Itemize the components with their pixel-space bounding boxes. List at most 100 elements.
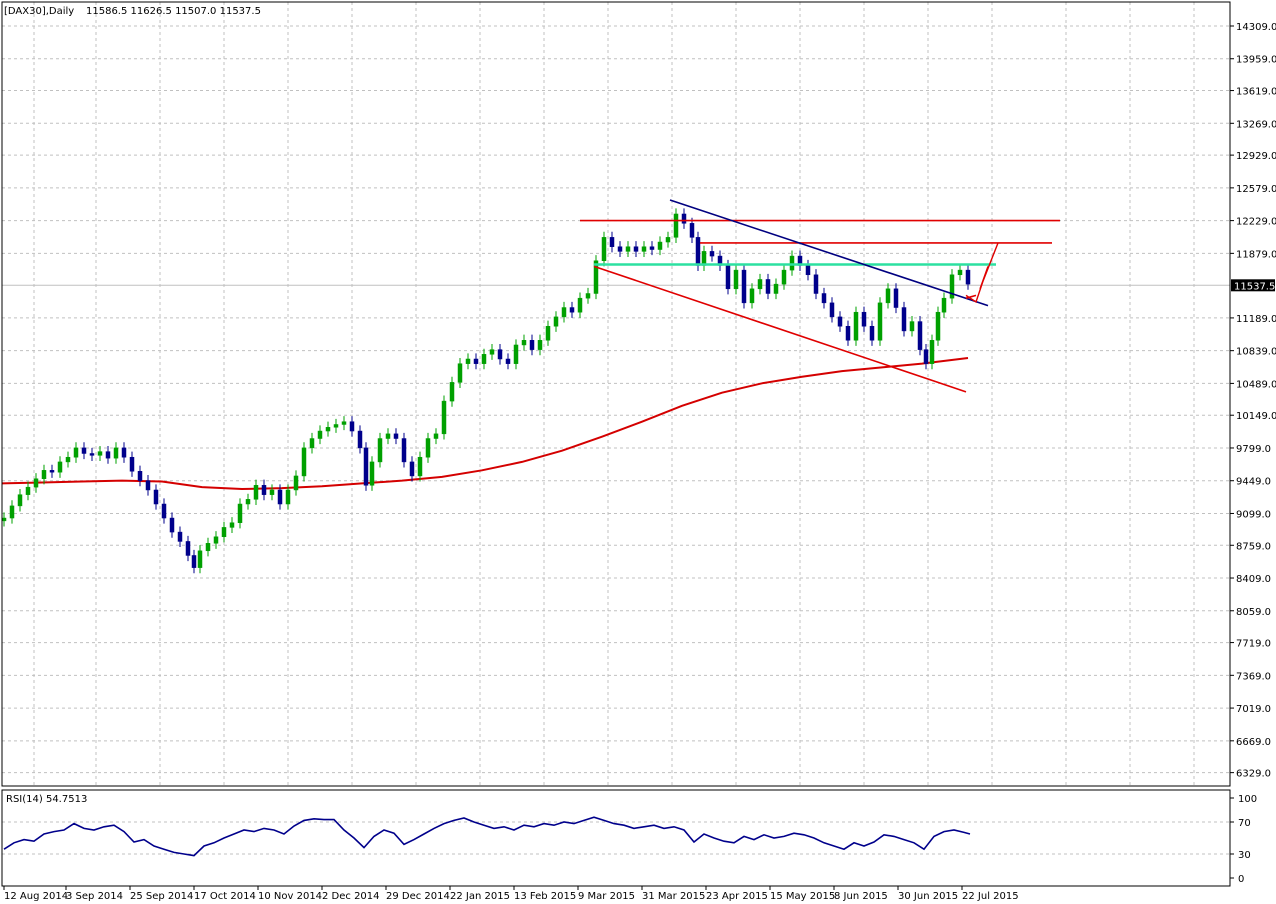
candle-body (909, 321, 915, 332)
candle-body (569, 307, 575, 313)
candle-body (481, 354, 487, 364)
candle-body (853, 311, 859, 341)
candle-body (89, 453, 95, 456)
candle-body (221, 527, 227, 538)
candle-body (521, 340, 527, 346)
candle-body (673, 213, 679, 238)
candle-body (561, 307, 567, 318)
candle-body (185, 541, 191, 556)
candle-body (145, 480, 151, 491)
y-tick-label: 12929.0 (1236, 151, 1276, 162)
candle-body (733, 269, 739, 290)
candle-body (901, 307, 907, 332)
candle-body (845, 325, 851, 341)
candle-body (861, 311, 867, 327)
trendline-red (965, 294, 977, 299)
candle-body (545, 325, 551, 341)
candle-body (665, 237, 671, 243)
rsi-layer (3, 816, 971, 857)
candle-body (433, 433, 439, 439)
candle-body (449, 382, 455, 402)
candle-body (877, 302, 883, 341)
moving-average-line (1, 357, 969, 491)
candle-body (837, 316, 843, 327)
y-tick-label: 10149.0 (1236, 411, 1276, 422)
y-tick-label: 14309.0 (1236, 22, 1276, 33)
ohlc-readout: 11586.5 11626.5 11507.0 11537.5 (86, 6, 261, 17)
candle-body (813, 274, 819, 294)
candle-body (441, 400, 447, 435)
y-tick-label: 8409.0 (1236, 574, 1271, 585)
candle-body (285, 489, 291, 505)
candle-body (553, 316, 559, 327)
candle-body (213, 536, 219, 544)
candle-body (529, 340, 535, 350)
candle-body (401, 438, 407, 463)
candle-body (689, 223, 695, 238)
candle-body (277, 489, 283, 505)
candle-body (917, 321, 923, 350)
trendlines-layer (580, 199, 1060, 393)
y-tick-label: 13269.0 (1236, 119, 1276, 130)
candle-body (893, 288, 899, 308)
candle-body (269, 489, 275, 495)
rsi-axis: 100 70 30 0 (1230, 794, 1257, 885)
x-tick-label: 23 Apr 2015 (706, 891, 768, 902)
candle-body (97, 451, 103, 456)
candle-body (57, 461, 63, 473)
projection-arrow (965, 242, 999, 303)
candle-body (161, 503, 167, 519)
candle-body (489, 349, 495, 355)
candle-body (17, 494, 23, 507)
y-tick-label: 9099.0 (1236, 509, 1271, 520)
candle-body (33, 478, 39, 488)
candle-body (377, 438, 383, 463)
y-tick-label: 13619.0 (1236, 87, 1276, 98)
candle-body (25, 486, 31, 495)
candle-body (409, 461, 415, 477)
y-tick-label: 10839.0 (1236, 347, 1276, 358)
x-tick-label: 12 Aug 2014 (4, 891, 68, 902)
candle-body (505, 358, 511, 364)
candle-body (609, 237, 615, 247)
candle-body (385, 433, 391, 439)
candle-body (333, 424, 339, 428)
candle-body (935, 311, 941, 341)
candle-body (197, 550, 203, 568)
trendline-navy (669, 199, 989, 307)
candle-body (765, 279, 771, 294)
candle-body (633, 246, 639, 252)
candle-body (949, 274, 955, 299)
x-tick-label: 13 Feb 2015 (514, 891, 576, 902)
rsi-line (3, 816, 971, 857)
x-tick-label: 15 May 2015 (770, 891, 835, 902)
y-tick-label: 8759.0 (1236, 541, 1271, 552)
candle-body (81, 447, 87, 454)
candle-body (49, 470, 55, 473)
candle-body (965, 269, 971, 285)
x-tick-label: 25 Sep 2014 (130, 891, 193, 902)
candle-body (229, 522, 235, 528)
candle-body (341, 421, 347, 425)
candle-body (789, 255, 795, 271)
x-tick-label: 22 Jul 2015 (962, 891, 1019, 902)
candle-body (205, 543, 211, 552)
candle-body (957, 269, 963, 276)
candle-body (425, 438, 431, 458)
candle-body (357, 430, 363, 449)
candle-body (829, 302, 835, 318)
x-tick-label: 3 Sep 2014 (66, 891, 123, 902)
candle-body (709, 251, 715, 257)
candle-body (805, 265, 811, 276)
candle-body (363, 447, 369, 486)
candle-body (393, 433, 399, 439)
rsi-tick-label: 0 (1238, 874, 1244, 885)
x-tick-label: 30 Jun 2015 (898, 891, 958, 902)
candle-body (821, 293, 827, 304)
y-tick-label: 6669.0 (1236, 737, 1271, 748)
candle-body (929, 340, 935, 364)
candle-body (177, 531, 183, 542)
candle-body (457, 363, 463, 383)
